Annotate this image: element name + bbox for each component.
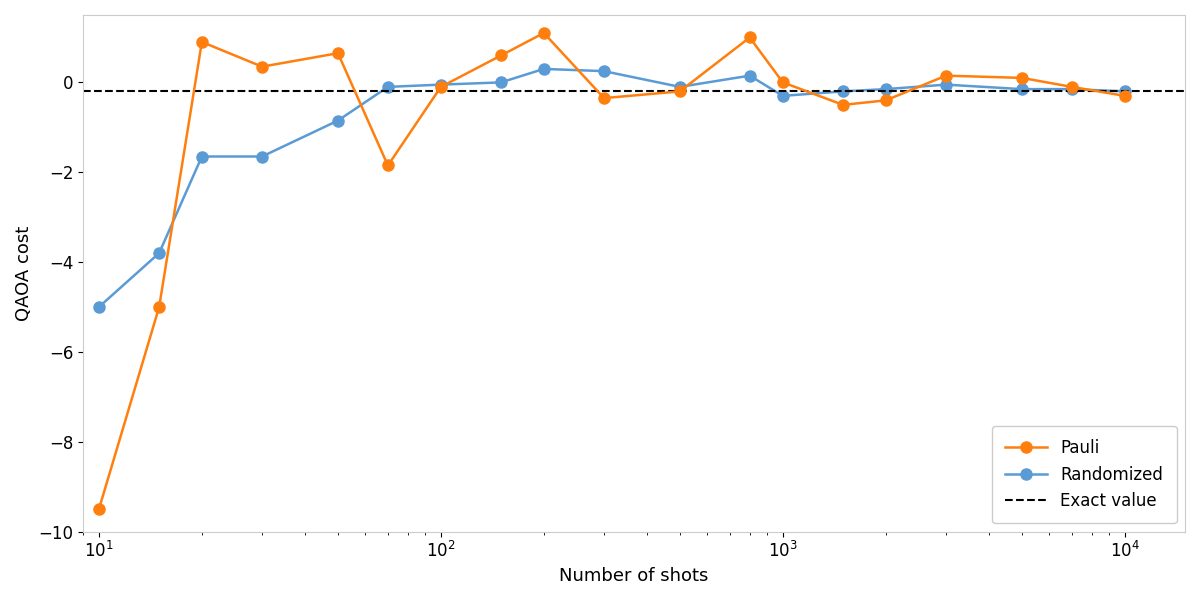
Randomized <box>1064 86 1079 93</box>
Randomized <box>152 250 167 257</box>
Pauli <box>1064 83 1079 91</box>
Pauli <box>152 304 167 311</box>
Randomized <box>596 68 611 75</box>
Pauli <box>1015 74 1030 82</box>
Pauli <box>596 95 611 102</box>
Pauli <box>836 101 851 109</box>
Pauli <box>1117 92 1132 100</box>
Randomized <box>775 92 790 100</box>
Pauli <box>91 506 106 513</box>
Randomized <box>878 86 893 93</box>
Randomized <box>743 72 757 79</box>
Y-axis label: QAOA cost: QAOA cost <box>14 226 34 321</box>
Pauli <box>380 162 395 169</box>
Line: Randomized: Randomized <box>94 64 1130 313</box>
Randomized <box>673 83 688 91</box>
Randomized <box>536 65 551 73</box>
Line: Pauli: Pauli <box>94 28 1130 515</box>
Randomized <box>91 304 106 311</box>
Pauli <box>194 38 209 46</box>
Pauli <box>331 50 346 57</box>
Randomized <box>194 153 209 160</box>
Randomized <box>836 88 851 95</box>
Randomized <box>1015 86 1030 93</box>
Randomized <box>380 83 395 91</box>
Pauli <box>938 72 953 79</box>
Randomized <box>331 117 346 124</box>
Randomized <box>938 81 953 88</box>
Pauli <box>536 29 551 37</box>
Randomized <box>433 81 448 88</box>
Pauli <box>878 97 893 104</box>
Pauli <box>494 52 509 59</box>
X-axis label: Number of shots: Number of shots <box>559 567 709 585</box>
Randomized <box>1117 88 1132 95</box>
Pauli <box>743 34 757 41</box>
Pauli <box>673 88 688 95</box>
Randomized <box>254 153 269 160</box>
Pauli <box>254 63 269 70</box>
Pauli <box>433 83 448 91</box>
Pauli <box>775 79 790 86</box>
Legend: Pauli, Randomized, Exact value: Pauli, Randomized, Exact value <box>992 426 1177 523</box>
Randomized <box>494 79 509 86</box>
